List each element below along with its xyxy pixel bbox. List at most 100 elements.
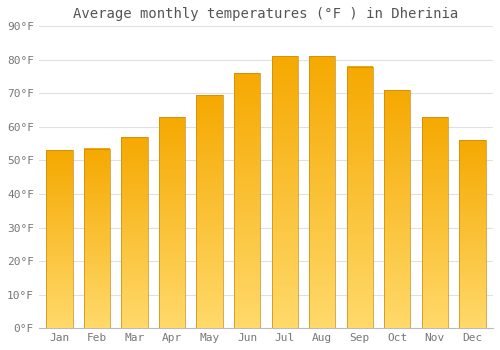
- Bar: [84, 166, 110, 168]
- Bar: [460, 174, 485, 175]
- Bar: [46, 251, 72, 253]
- Bar: [159, 301, 185, 303]
- Bar: [422, 117, 448, 328]
- Bar: [384, 265, 410, 266]
- Bar: [46, 168, 72, 169]
- Bar: [196, 209, 223, 210]
- Bar: [46, 181, 72, 182]
- Bar: [84, 215, 110, 216]
- Bar: [234, 133, 260, 134]
- Bar: [422, 126, 448, 127]
- Bar: [272, 238, 298, 240]
- Bar: [159, 120, 185, 121]
- Bar: [422, 225, 448, 227]
- Bar: [159, 271, 185, 272]
- Bar: [84, 183, 110, 184]
- Bar: [159, 266, 185, 267]
- Bar: [159, 174, 185, 175]
- Bar: [234, 130, 260, 132]
- Bar: [46, 216, 72, 217]
- Bar: [460, 273, 485, 275]
- Bar: [460, 313, 485, 314]
- Bar: [84, 319, 110, 320]
- Bar: [272, 322, 298, 324]
- Bar: [422, 309, 448, 310]
- Bar: [46, 174, 72, 175]
- Bar: [122, 215, 148, 216]
- Bar: [84, 236, 110, 238]
- Bar: [46, 221, 72, 222]
- Bar: [309, 278, 336, 279]
- Bar: [460, 280, 485, 281]
- Bar: [460, 270, 485, 271]
- Bar: [309, 280, 336, 282]
- Bar: [346, 107, 373, 108]
- Bar: [196, 174, 223, 175]
- Bar: [196, 315, 223, 316]
- Bar: [422, 173, 448, 174]
- Bar: [234, 233, 260, 235]
- Bar: [122, 188, 148, 190]
- Bar: [384, 274, 410, 276]
- Bar: [122, 252, 148, 254]
- Bar: [122, 276, 148, 278]
- Bar: [309, 159, 336, 161]
- Bar: [422, 189, 448, 191]
- Bar: [46, 282, 72, 284]
- Bar: [234, 189, 260, 190]
- Bar: [122, 177, 148, 178]
- Bar: [196, 107, 223, 109]
- Bar: [46, 162, 72, 163]
- Bar: [346, 126, 373, 128]
- Bar: [84, 234, 110, 236]
- Bar: [422, 316, 448, 318]
- Bar: [309, 230, 336, 232]
- Bar: [46, 292, 72, 294]
- Bar: [234, 162, 260, 164]
- Bar: [159, 304, 185, 306]
- Bar: [460, 176, 485, 177]
- Bar: [422, 172, 448, 173]
- Bar: [309, 125, 336, 127]
- Bar: [122, 150, 148, 151]
- Bar: [122, 243, 148, 244]
- Bar: [346, 262, 373, 264]
- Bar: [46, 194, 72, 195]
- Bar: [309, 296, 336, 298]
- Bar: [234, 258, 260, 259]
- Bar: [234, 213, 260, 215]
- Bar: [460, 243, 485, 245]
- Bar: [346, 100, 373, 102]
- Bar: [46, 184, 72, 185]
- Bar: [234, 281, 260, 282]
- Bar: [309, 108, 336, 110]
- Bar: [422, 209, 448, 210]
- Bar: [196, 155, 223, 157]
- Bar: [234, 320, 260, 322]
- Bar: [196, 225, 223, 227]
- Bar: [234, 152, 260, 154]
- Bar: [46, 198, 72, 199]
- Bar: [159, 324, 185, 325]
- Bar: [46, 163, 72, 164]
- Bar: [460, 224, 485, 225]
- Bar: [422, 213, 448, 214]
- Bar: [159, 159, 185, 160]
- Bar: [234, 201, 260, 202]
- Bar: [159, 126, 185, 127]
- Bar: [272, 90, 298, 92]
- Bar: [234, 246, 260, 248]
- Bar: [122, 296, 148, 298]
- Bar: [346, 307, 373, 309]
- Bar: [159, 276, 185, 278]
- Bar: [309, 301, 336, 302]
- Bar: [384, 242, 410, 244]
- Bar: [234, 194, 260, 196]
- Bar: [122, 250, 148, 251]
- Bar: [84, 236, 110, 237]
- Bar: [309, 157, 336, 158]
- Bar: [309, 254, 336, 256]
- Bar: [422, 120, 448, 121]
- Bar: [122, 193, 148, 194]
- Bar: [84, 181, 110, 182]
